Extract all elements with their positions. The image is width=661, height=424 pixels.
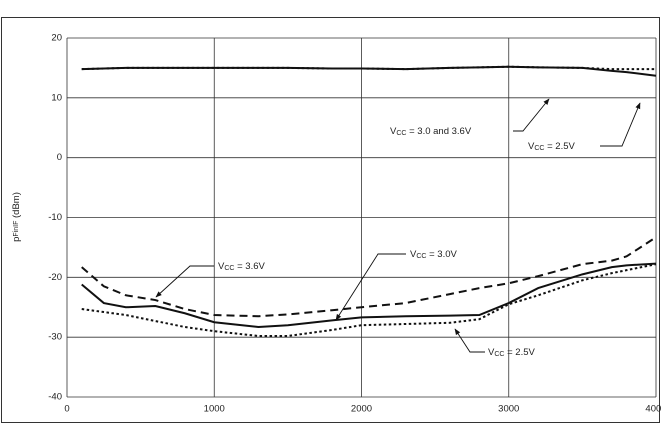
series-line (81, 65, 656, 71)
x-tick-label: 2000 (351, 404, 372, 415)
x-tick-label: 3000 (498, 404, 519, 415)
x-tick-label: 0 (64, 404, 69, 415)
annotation-sub: CC (416, 253, 426, 260)
annotation-v: V (218, 261, 225, 272)
annotation-rest: = 3.0V (426, 249, 457, 260)
annotation: VCC = 2.5V (488, 347, 536, 358)
annotation-sub: CC (494, 351, 504, 358)
y-tick-label: 0 (57, 152, 62, 163)
annotation: VCC = 3.0 and 3.6V (390, 126, 472, 137)
annotation-rest: = 3.6V (234, 261, 265, 272)
annotation-sub: CC (224, 265, 234, 272)
annotation-arrow (600, 102, 641, 147)
y-tick-label: -20 (48, 272, 62, 283)
annotation-sub: CC (396, 130, 406, 137)
annotation-sub: CC (534, 145, 544, 152)
annotation-arrow (513, 98, 550, 132)
annotation: VCC = 3.0V (410, 249, 458, 260)
y-tick-label: -30 (48, 332, 62, 343)
x-tick-label: 1000 (204, 404, 225, 415)
annotation: VCC = 2.5V (528, 141, 576, 152)
series-line (81, 236, 657, 318)
y-tick-label: -10 (48, 212, 62, 223)
annotation-v: V (390, 126, 397, 137)
x-tick-label: 4000 (645, 404, 661, 415)
y-axis-label: pFinIF (dBm) (11, 192, 22, 242)
series-line (81, 263, 657, 337)
series-line (81, 262, 657, 328)
y-tick-label: 20 (51, 33, 62, 44)
annotation-rest: = 3.0 and 3.6V (406, 126, 471, 137)
frame (1, 17, 660, 423)
annotation-arrow (155, 265, 214, 298)
annotation-arrow (454, 328, 485, 353)
annotation-v: V (410, 249, 417, 260)
annotation-rest: = 2.5V (544, 141, 575, 152)
annotation-rest: = 2.5V (504, 347, 535, 358)
annotation-v: V (488, 347, 495, 358)
annotation: VCC = 3.6V (218, 261, 266, 272)
annotation-arrow (335, 253, 406, 321)
annotation-v: V (528, 141, 535, 152)
y-tick-label: -40 (48, 392, 62, 403)
y-tick-label: 10 (51, 92, 62, 103)
